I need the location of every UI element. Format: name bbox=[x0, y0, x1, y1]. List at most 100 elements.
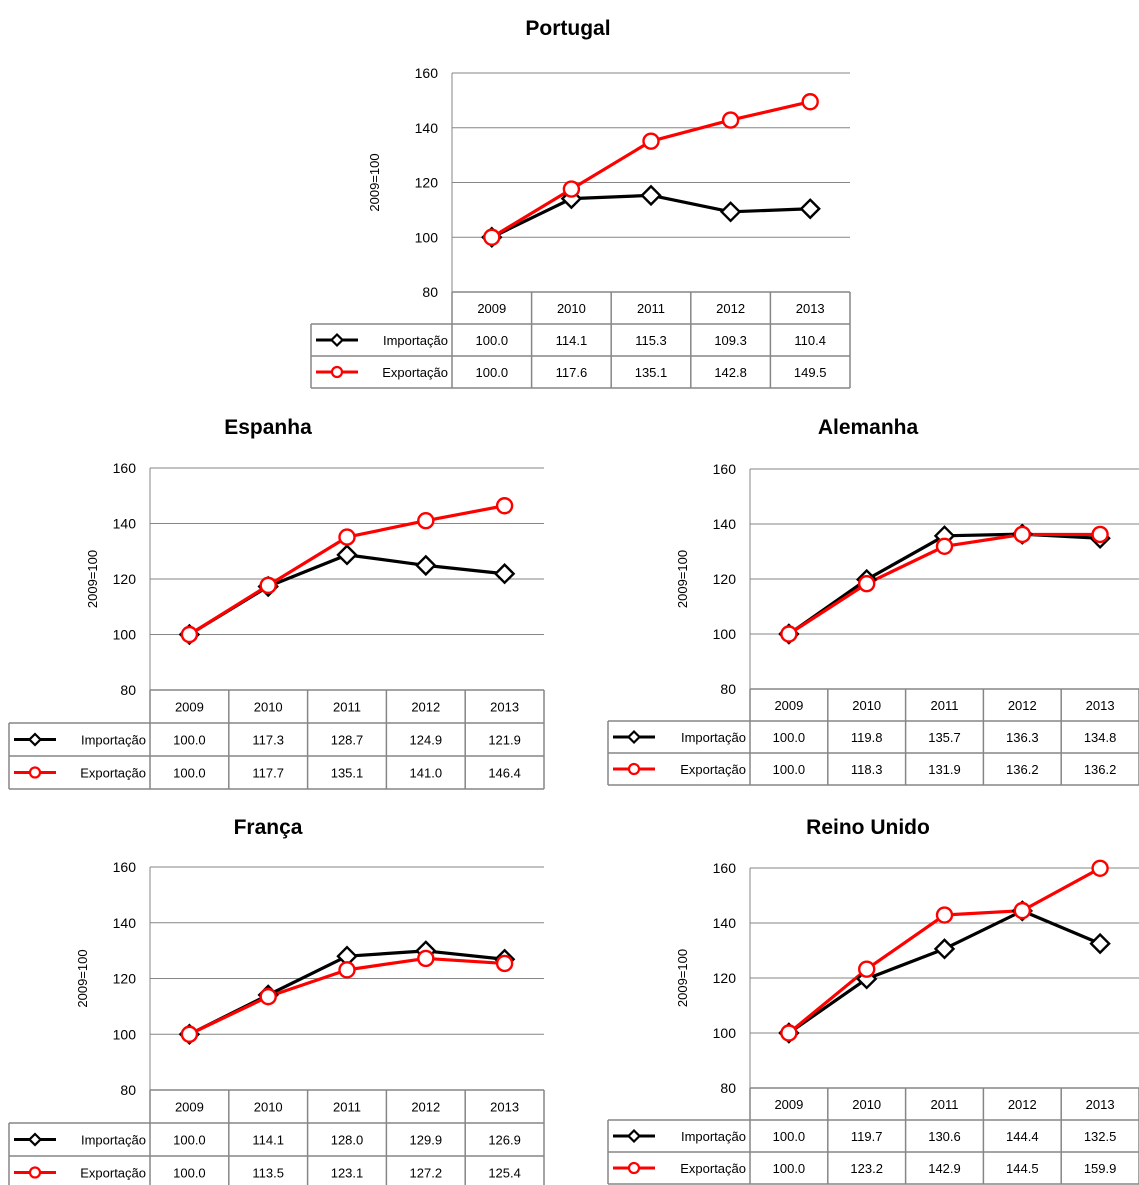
y-tick-label: 140 bbox=[415, 120, 439, 136]
y-tick-label: 100 bbox=[113, 627, 137, 643]
table-cell-value: 100.0 bbox=[173, 733, 206, 748]
data-point bbox=[723, 113, 738, 128]
table-cell-value: 119.8 bbox=[851, 730, 883, 745]
x-tick-label: 2012 bbox=[411, 1100, 440, 1115]
table-cell-value: 144.5 bbox=[1006, 1161, 1039, 1176]
legend-entry-name: Exportação bbox=[80, 766, 146, 781]
table-cell-value: 121.9 bbox=[488, 733, 521, 748]
x-tick-label: 2010 bbox=[557, 301, 586, 316]
x-tick-label: 2011 bbox=[931, 698, 959, 713]
data-point bbox=[418, 513, 433, 528]
x-tick-label: 2013 bbox=[490, 700, 519, 715]
x-tick-label: 2013 bbox=[796, 301, 825, 316]
table-cell-value: 119.7 bbox=[851, 1129, 883, 1144]
table-cell-value: 110.4 bbox=[794, 333, 826, 348]
x-tick-label: 2011 bbox=[637, 301, 665, 316]
x-tick-label: 2010 bbox=[852, 698, 881, 713]
x-tick-label: 2009 bbox=[774, 698, 803, 713]
data-point bbox=[1091, 935, 1109, 953]
y-tick-label: 80 bbox=[120, 1082, 136, 1098]
table-cell-value: 128.7 bbox=[331, 733, 364, 748]
y-tick-label: 140 bbox=[113, 915, 137, 931]
data-point bbox=[417, 556, 435, 574]
table-cell-value: 134.8 bbox=[1084, 730, 1117, 745]
chart-panel-4: Reino Unido 2009=100 80 100 120 140 160 2009 201… bbox=[608, 816, 1139, 1184]
table-cell-value: 135.1 bbox=[331, 766, 364, 781]
table-cell-value: 129.9 bbox=[410, 1133, 443, 1148]
table-cell-value: 130.6 bbox=[928, 1129, 961, 1144]
data-point bbox=[497, 956, 512, 971]
legend-key-marker bbox=[30, 1168, 40, 1178]
legend-key-marker bbox=[30, 734, 41, 745]
table-cell-value: 141.0 bbox=[410, 766, 443, 781]
legend-key-marker bbox=[629, 1163, 639, 1173]
legend-entry-name: Importação bbox=[383, 333, 448, 348]
table-cell-value: 117.7 bbox=[252, 766, 284, 781]
table-cell-value: 136.3 bbox=[1006, 730, 1039, 745]
data-point bbox=[484, 230, 499, 245]
y-tick-label: 160 bbox=[713, 860, 737, 876]
data-point bbox=[418, 951, 433, 966]
table-cell-value: 142.8 bbox=[714, 365, 747, 380]
y-tick-label: 100 bbox=[415, 229, 439, 245]
chart-panel-1: Espanha 2009=100 80 100 120 140 160 2009 2010 201… bbox=[9, 416, 544, 789]
y-axis-label: 2009=100 bbox=[675, 949, 690, 1007]
y-tick-label: 120 bbox=[713, 970, 737, 986]
y-tick-label: 80 bbox=[120, 682, 136, 698]
data-point bbox=[859, 962, 874, 977]
data-point bbox=[338, 546, 356, 564]
data-point bbox=[859, 576, 874, 591]
legend-entry-name: Importação bbox=[81, 733, 146, 748]
legend-entry-name: Exportação bbox=[680, 762, 746, 777]
table-cell-value: 123.2 bbox=[850, 1161, 883, 1176]
x-tick-label: 2011 bbox=[931, 1097, 959, 1112]
data-point bbox=[642, 186, 660, 204]
y-axis-label: 2009=100 bbox=[85, 550, 100, 608]
legend-entry-name: Importação bbox=[81, 1133, 146, 1148]
data-point bbox=[781, 627, 796, 642]
data-point bbox=[937, 539, 952, 554]
table-cell-value: 149.5 bbox=[794, 365, 827, 380]
table-cell-value: 100.0 bbox=[173, 766, 206, 781]
y-tick-label: 120 bbox=[113, 971, 137, 987]
x-tick-label: 2011 bbox=[333, 1100, 361, 1115]
data-point bbox=[497, 498, 512, 513]
table-cell-value: 128.0 bbox=[331, 1133, 364, 1148]
table-cell-value: 100.0 bbox=[173, 1133, 206, 1148]
x-tick-label: 2012 bbox=[411, 700, 440, 715]
x-tick-label: 2013 bbox=[490, 1100, 519, 1115]
table-cell-value: 100.0 bbox=[773, 1161, 806, 1176]
x-tick-label: 2009 bbox=[477, 301, 506, 316]
x-tick-label: 2009 bbox=[175, 700, 204, 715]
series-line-importacao bbox=[789, 911, 1100, 1033]
table-cell-value: 100.0 bbox=[773, 730, 806, 745]
chart-title: Reino Unido bbox=[806, 816, 930, 839]
legend-entry-name: Exportação bbox=[382, 365, 448, 380]
legend-key-marker bbox=[629, 1131, 640, 1142]
data-point bbox=[781, 1026, 796, 1041]
chart-panel-3: França 2009=100 80 100 120 140 160 2009 2010 2011… bbox=[9, 816, 544, 1185]
chart-title: Portugal bbox=[525, 17, 610, 40]
table-cell-value: 136.2 bbox=[1084, 762, 1117, 777]
legend-entry-name: Importação bbox=[681, 730, 746, 745]
x-tick-label: 2009 bbox=[774, 1097, 803, 1112]
table-cell-value: 117.6 bbox=[556, 365, 588, 380]
y-axis-label: 2009=100 bbox=[367, 153, 382, 211]
chart-title: Espanha bbox=[224, 416, 312, 439]
table-cell-value: 114.1 bbox=[252, 1133, 284, 1148]
y-tick-label: 140 bbox=[713, 915, 737, 931]
data-point bbox=[182, 627, 197, 642]
data-point bbox=[803, 94, 818, 109]
y-tick-label: 80 bbox=[720, 681, 736, 697]
data-point bbox=[340, 530, 355, 545]
x-tick-label: 2010 bbox=[852, 1097, 881, 1112]
table-cell-value: 123.1 bbox=[331, 1166, 364, 1181]
legend-key-marker bbox=[30, 1134, 41, 1145]
data-point bbox=[261, 989, 276, 1004]
data-point bbox=[937, 908, 952, 923]
table-cell-value: 144.4 bbox=[1006, 1129, 1039, 1144]
table-cell-value: 146.4 bbox=[488, 766, 521, 781]
x-tick-label: 2012 bbox=[716, 301, 745, 316]
table-cell-value: 127.2 bbox=[410, 1166, 443, 1181]
